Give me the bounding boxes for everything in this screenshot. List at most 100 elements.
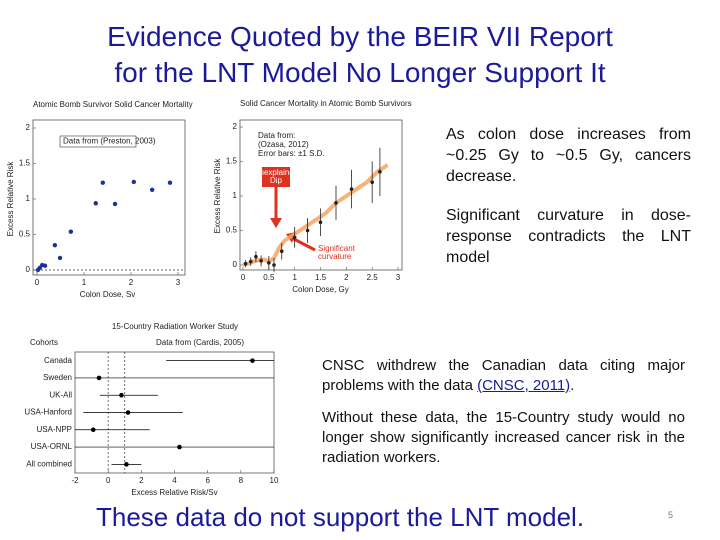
annotation: Dip [270, 176, 283, 185]
y-axis-label: Excess Relative Risk [213, 158, 222, 234]
x-tick-label: 3 [176, 278, 181, 287]
point [378, 170, 382, 174]
x-tick-label: 0 [106, 476, 111, 485]
y-tick-label: 2 [233, 122, 238, 131]
point [272, 263, 276, 267]
category-label: Sweden [43, 373, 72, 382]
category-label: Canada [44, 356, 73, 365]
annotation: Unexplained [254, 168, 298, 177]
chart-title: Atomic Bomb Survivor Solid Cancer Mortal… [33, 100, 193, 109]
chart-title: Solid Cancer Mortality in Atomic Bomb Su… [240, 99, 412, 108]
x-axis-label: Colon Dose, Gy [292, 285, 348, 294]
category-label: All combined [26, 459, 72, 468]
point [125, 410, 131, 415]
point [131, 179, 137, 185]
x-tick-label: 4 [172, 476, 177, 485]
x-tick-label: -2 [71, 476, 79, 485]
x-tick-label: 1.5 [315, 273, 327, 282]
x-tick-label: 0 [241, 273, 246, 282]
conclusion: These data do not support the LNT model. [96, 502, 585, 532]
x-axis-label: Colon Dose, Sv [80, 290, 136, 299]
y-tick-label: 1.5 [19, 159, 31, 168]
point [349, 187, 354, 191]
annotation: curvature [318, 252, 352, 261]
point [93, 201, 98, 206]
point [52, 242, 58, 248]
point [90, 427, 96, 433]
note-text: CNSC withdrew the Canadian data citing m… [322, 357, 685, 394]
point [267, 261, 271, 265]
point [149, 187, 155, 192]
point [254, 254, 258, 259]
point [112, 201, 118, 207]
arrow [291, 236, 316, 252]
point [124, 462, 129, 467]
x-axis-label: Excess Relative Risk/Sv [131, 488, 217, 497]
point [100, 180, 106, 185]
annotation-box [262, 167, 290, 187]
category-label: USA-ORNL [31, 442, 73, 451]
slide-title-line: for the LNT Model No Longer Support It [114, 57, 606, 88]
category-label: USA-NPP [36, 425, 72, 434]
y-axis-label: Excess Relative Risk [6, 161, 15, 237]
slide-title-line: Evidence Quoted by the BEIR VII Report [107, 21, 613, 52]
notes-bottom: CNSC withdrew the Canadian data citing m… [322, 356, 685, 486]
x-tick-label: 6 [205, 476, 210, 485]
x-tick-label: 2 [129, 278, 134, 287]
y-tick-label: 1 [26, 194, 31, 203]
y-tick-label: 2 [26, 123, 31, 132]
category-header: Cohorts [30, 338, 58, 347]
annotation: Error bars: ±1 S.D. [258, 149, 325, 158]
point [318, 220, 323, 225]
point [305, 228, 310, 233]
x-tick-label: 0.5 [263, 273, 275, 282]
point [292, 235, 297, 240]
point [119, 392, 124, 398]
x-tick-label: 1 [82, 278, 87, 287]
annotation: Data from: [258, 131, 295, 140]
x-tick-label: 10 [270, 476, 279, 485]
arrow-head [270, 218, 282, 228]
note-text: . [570, 377, 575, 394]
point [370, 180, 374, 184]
x-tick-label: 2 [344, 273, 349, 282]
y-tick-label: 0.5 [19, 230, 31, 239]
category-label: UK-All [49, 390, 72, 399]
y-tick-label: 0.5 [226, 226, 238, 235]
note: Significant curvature in dose-response c… [446, 207, 691, 266]
point [259, 259, 263, 263]
y-tick-label: 1.5 [226, 157, 238, 166]
note: As colon dose increases from ~0.25 Gy to… [446, 126, 691, 185]
x-tick-label: 8 [239, 476, 244, 485]
legend-entry: Data from (Preston, 2003) [63, 137, 156, 146]
x-tick-label: 0 [35, 278, 40, 287]
point [96, 375, 102, 381]
citation-link[interactable]: (CNSC, 2011) [477, 377, 571, 394]
point [177, 444, 182, 450]
point [68, 229, 74, 234]
point [167, 180, 173, 185]
note: Without these data, the 15-Country study… [322, 409, 685, 466]
legend-box [59, 135, 137, 148]
plot-frame [32, 119, 186, 276]
x-tick-label: 2.5 [367, 273, 379, 282]
annotation: Significant [318, 244, 356, 253]
chart-title: 15-Country Radiation Worker Study [112, 322, 238, 331]
chart-subtitle: Data from (Cardis, 2005) [156, 338, 244, 347]
point [243, 261, 248, 266]
point [42, 263, 48, 268]
page-number: 5 [668, 510, 674, 520]
plot-frame [239, 119, 403, 271]
note: CNSC withdrew the Canadian data citing m… [322, 356, 685, 396]
point [250, 358, 255, 363]
y-tick-label: 0 [233, 260, 238, 269]
y-tick-label: 0 [26, 265, 31, 274]
y-tick-label: 1 [233, 191, 238, 200]
point [279, 249, 284, 253]
point [334, 201, 338, 205]
category-label: USA-Hanford [24, 408, 72, 417]
point [57, 255, 63, 261]
x-tick-label: 3 [396, 273, 401, 282]
